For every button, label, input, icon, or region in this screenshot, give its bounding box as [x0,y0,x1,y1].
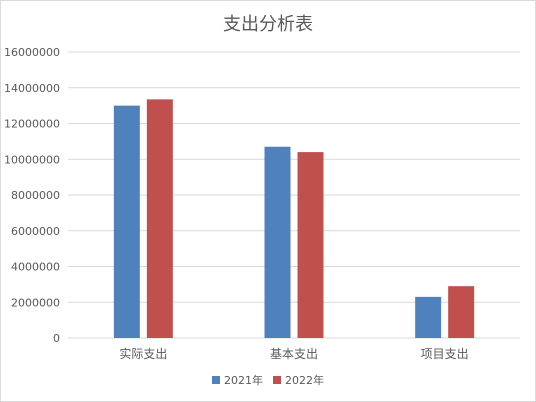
y-tick-label: 14000000 [4,82,60,95]
y-tick-label: 10000000 [4,153,60,166]
y-tick-label: 8000000 [11,189,60,202]
legend-swatch-2022 [273,376,281,384]
y-tick-label: 0 [53,332,60,345]
bar-2021-0 [113,105,140,338]
x-category-label: 实际支出 [119,346,167,361]
y-tick-label: 4000000 [11,261,60,274]
y-tick-label: 16000000 [4,46,60,59]
legend-item-2022: 2022年 [273,372,324,388]
legend-item-2021: 2021年 [212,372,263,388]
bar-2022-2 [448,286,475,338]
chart-legend: 2021年 2022年 [0,372,536,388]
x-category-label: 项目支出 [421,347,469,361]
legend-label-2022: 2022年 [285,374,324,387]
legend-label-2021: 2021年 [224,374,263,387]
legend-swatch-2021 [212,376,220,384]
y-tick-label: 2000000 [11,296,60,309]
x-category-label: 基本支出 [270,347,318,361]
y-tick-label: 12000000 [4,118,60,131]
bar-2022-0 [146,99,173,339]
y-tick-label: 6000000 [11,225,60,238]
bar-2022-1 [297,152,324,338]
bar-2021-1 [264,146,291,338]
chart-title: 支出分析表 [223,14,313,35]
bar-2021-2 [415,296,442,338]
